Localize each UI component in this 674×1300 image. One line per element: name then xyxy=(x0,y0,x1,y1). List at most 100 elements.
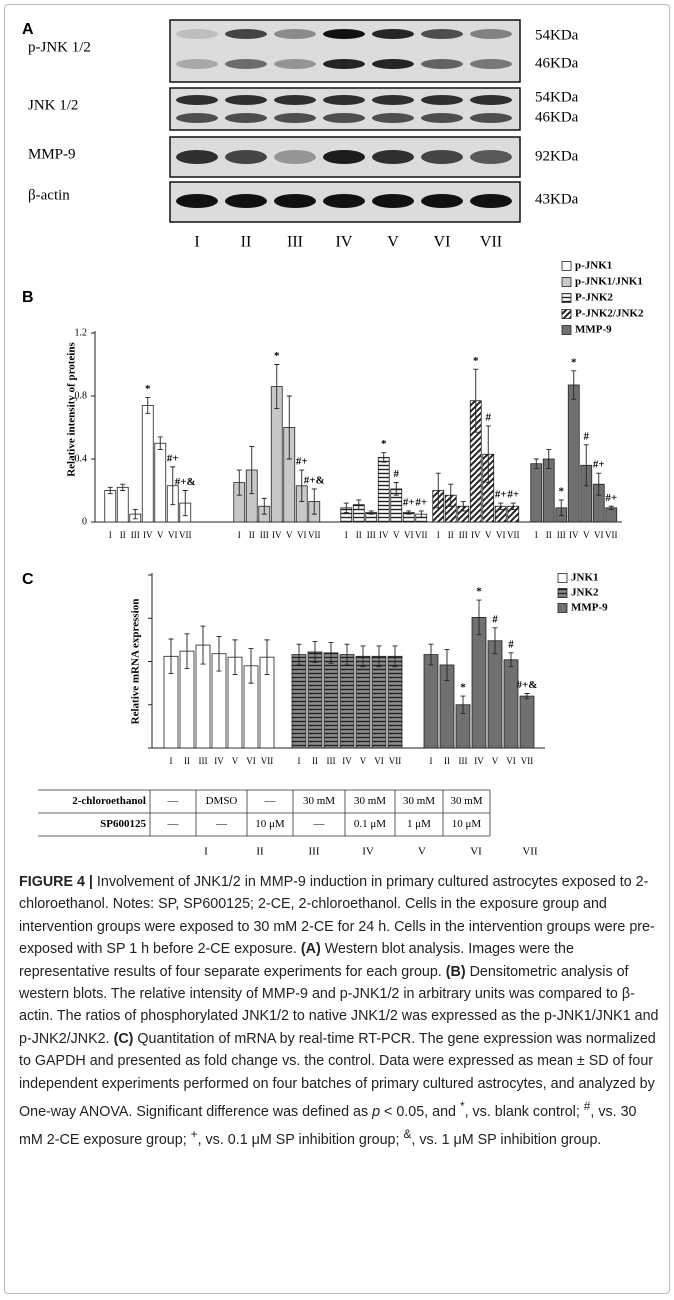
x-tick-label: V xyxy=(583,530,590,540)
bar xyxy=(155,443,166,522)
caption: FIGURE 4 | Involvement of JNK1/2 in MMP-… xyxy=(19,871,659,1151)
bar xyxy=(504,660,518,748)
blot-band xyxy=(274,113,316,123)
lane-label: VII xyxy=(480,234,502,251)
caption-text: < 0.05, and xyxy=(380,1104,460,1120)
bar xyxy=(568,385,579,522)
caption-text: , vs. blank control; xyxy=(465,1104,584,1120)
x-tick-label: I xyxy=(430,756,433,766)
significance-mark: * xyxy=(460,682,466,694)
bar xyxy=(531,464,542,522)
x-tick-label: I xyxy=(535,530,538,540)
x-tick-label: IV xyxy=(143,530,153,540)
blot-band xyxy=(225,150,267,164)
group-label: VI xyxy=(470,846,482,858)
bar xyxy=(308,652,322,748)
blot-band xyxy=(421,113,463,123)
legend-swatch xyxy=(558,604,567,613)
x-tick-label: V xyxy=(393,530,400,540)
bar xyxy=(117,487,128,522)
bar xyxy=(520,696,534,748)
significance-mark: #+& xyxy=(175,476,196,488)
panel-label: C xyxy=(22,571,34,588)
blot-band xyxy=(176,150,218,164)
significance-mark: #+ xyxy=(507,489,519,501)
blot-band xyxy=(225,59,267,69)
molecular-weight: 92KDa xyxy=(535,148,579,164)
x-tick-label: VII xyxy=(389,756,402,766)
blot-label: MMP-9 xyxy=(28,146,76,162)
group-label: II xyxy=(256,846,264,858)
x-tick-label: VI xyxy=(404,530,414,540)
molecular-weight: 46KDa xyxy=(535,109,579,125)
significance-mark: # xyxy=(492,613,498,625)
blot-band xyxy=(274,150,316,164)
blot-band xyxy=(421,95,463,105)
molecular-weight: 43KDa xyxy=(535,191,579,207)
blot-band xyxy=(274,95,316,105)
bar xyxy=(488,641,502,748)
x-tick-label: I xyxy=(437,530,440,540)
molecular-weight: 54KDa xyxy=(535,27,579,43)
legend-label: JNK2 xyxy=(571,587,599,599)
blot-band xyxy=(225,113,267,123)
blot-band xyxy=(274,59,316,69)
x-tick-label: II xyxy=(120,530,126,540)
lane-label: V xyxy=(387,234,399,251)
x-tick-label: VII xyxy=(605,530,618,540)
group-label: I xyxy=(204,846,208,858)
legend-swatch xyxy=(562,278,571,287)
table-cell: 10 μM xyxy=(452,818,482,830)
bar xyxy=(388,656,402,748)
significance-mark: * xyxy=(559,485,565,497)
blot-band xyxy=(470,113,512,123)
x-tick-label: I xyxy=(238,530,241,540)
page: Ap-JNK 1/254KDa46KDaJNK 1/254KDa46KDaMMP… xyxy=(0,0,674,1300)
x-tick-label: V xyxy=(360,756,367,766)
x-tick-label: III xyxy=(131,530,140,540)
legend-swatch xyxy=(562,310,571,319)
significance-mark: #+ xyxy=(605,492,617,504)
blot-band xyxy=(323,59,365,69)
bar xyxy=(372,656,386,748)
blot-band xyxy=(372,113,414,123)
x-tick-label: VI xyxy=(594,530,604,540)
blot-band xyxy=(421,29,463,39)
panel-label: A xyxy=(22,21,34,38)
x-tick-label: VII xyxy=(179,530,192,540)
blot-label: β-actin xyxy=(28,187,70,203)
caption-text: , vs. 1 μM SP inhibition group. xyxy=(411,1132,601,1148)
blot xyxy=(170,88,520,130)
caption-symbol: p xyxy=(372,1104,380,1120)
blot-band xyxy=(421,150,463,164)
x-tick-label: V xyxy=(157,530,164,540)
x-tick-label: VI xyxy=(496,530,506,540)
y-tick-label: 1.2 xyxy=(75,327,88,338)
x-tick-label: III xyxy=(459,530,468,540)
blot-band xyxy=(421,194,463,208)
x-tick-label: II xyxy=(249,530,255,540)
significance-mark: #+ xyxy=(593,459,605,471)
y-tick-label: 0 xyxy=(82,516,87,527)
significance-mark: * xyxy=(274,350,280,362)
molecular-weight: 46KDa xyxy=(535,55,579,71)
blot-band xyxy=(323,150,365,164)
legend-swatch xyxy=(558,589,567,598)
bar xyxy=(142,405,153,522)
blot-band xyxy=(323,113,365,123)
significance-mark: # xyxy=(508,638,514,650)
row-header: 2-chloroethanol xyxy=(72,795,146,807)
bar xyxy=(324,653,338,748)
table-cell: 1 μM xyxy=(407,818,431,830)
group-label: VII xyxy=(522,846,538,858)
blot-band xyxy=(470,29,512,39)
x-tick-label: VII xyxy=(507,530,520,540)
caption-sup: + xyxy=(191,1127,198,1141)
x-tick-label: III xyxy=(557,530,566,540)
legend-label: P-JNK2 xyxy=(575,292,613,304)
caption-text: , vs. 0.1 μM SP inhibition group; xyxy=(198,1132,404,1148)
bar xyxy=(606,508,617,522)
table-cell: DMSO xyxy=(206,795,238,807)
blot-band xyxy=(470,194,512,208)
blot-band xyxy=(176,29,218,39)
